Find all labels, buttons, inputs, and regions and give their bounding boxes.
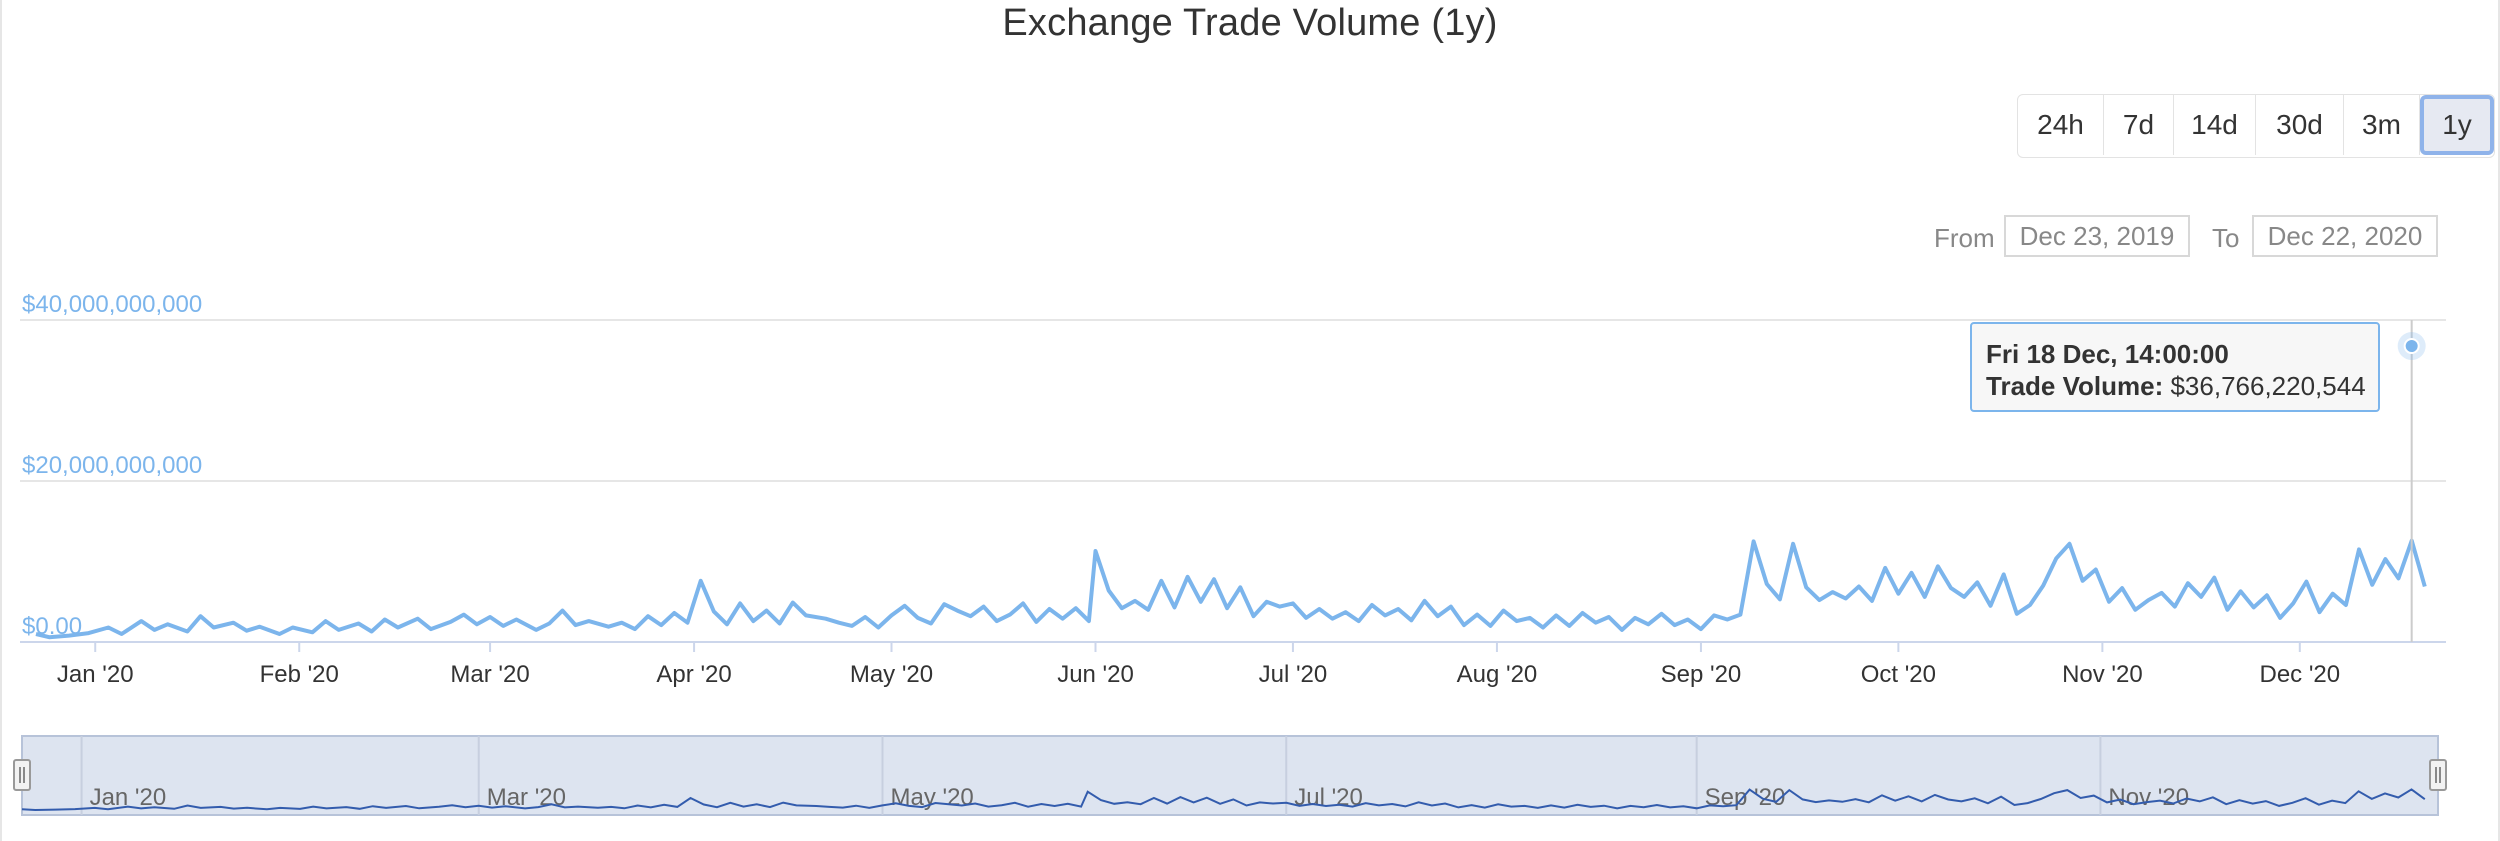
x-tick-label: Mar '20 [450, 661, 529, 688]
y-tick-label: $20,000,000,000 [22, 452, 202, 479]
y-tick-label: $40,000,000,000 [22, 291, 202, 318]
range-button-24h[interactable]: 24h [2018, 95, 2104, 155]
hover-point [2403, 338, 2420, 355]
x-tick-label: Dec '20 [2259, 661, 2340, 688]
x-tick-label: Jun '20 [1057, 661, 1134, 688]
x-axis: Jan '20 Feb '20 Mar '20 Apr '20 May '20 Jun '… [57, 642, 2340, 688]
y-axis: $0.00$20,000,000,000$40,000,000,000 [22, 291, 202, 640]
navigator-tick-label: Nov '20 [2108, 784, 2189, 811]
from-date-input[interactable]: Dec 23, 2019 [2004, 215, 2190, 257]
range-selector: 24h 7d 14d 30d 3m 1y [2017, 94, 2495, 158]
grid-lines [20, 319, 2446, 643]
navigator-series-line [21, 788, 2426, 812]
x-tick-label: Sep '20 [1661, 661, 1742, 688]
navigator-tick-label: Sep '20 [1705, 784, 1786, 811]
navigator-selection [21, 735, 2439, 816]
x-tick-label: Nov '20 [2062, 661, 2143, 688]
navigator-handle-right [2429, 759, 2447, 791]
range-button-7d[interactable]: 7d [2104, 95, 2174, 155]
navigator-handle-left [13, 759, 31, 791]
hover-marker [2397, 320, 2426, 642]
x-tick-label: Feb '20 [260, 661, 339, 688]
tooltip-date: Fri 18 Dec, 14:00:00 [1986, 339, 2229, 369]
x-tick-label: Jul '20 [1259, 661, 1328, 688]
x-tick-label: Aug '20 [1457, 661, 1538, 688]
chart-title: Exchange Trade Volume (1y) [1002, 2, 1498, 44]
series-line [35, 538, 2427, 640]
navigator[interactable]: Jan '20 Mar '20 May '20 Jul '20 Sep '20 Nov '… [13, 735, 2447, 816]
to-label: To [2212, 222, 2240, 253]
x-tick-label: May '20 [850, 661, 933, 688]
x-tick-label: Jan '20 [57, 661, 134, 688]
series-trade-volume [35, 538, 2427, 640]
range-button-3m[interactable]: 3m [2344, 95, 2420, 155]
navigator-tick-label: May '20 [890, 784, 973, 811]
from-label: From [1934, 222, 1995, 253]
tooltip-series-label: Trade Volume: [1986, 371, 2164, 401]
x-tick-label: Oct '20 [1861, 661, 1936, 688]
range-button-30d[interactable]: 30d [2256, 95, 2344, 155]
to-date-input[interactable]: Dec 22, 2020 [2252, 215, 2438, 257]
tooltip: Fri 18 Dec, 14:00:00 Trade Volume: $36,7… [1970, 322, 2380, 412]
range-button-1y[interactable]: 1y [2420, 95, 2494, 155]
range-button-14d[interactable]: 14d [2174, 95, 2256, 155]
tooltip-value: $36,766,220,544 [2170, 371, 2366, 401]
x-tick-label: Apr '20 [656, 661, 731, 688]
